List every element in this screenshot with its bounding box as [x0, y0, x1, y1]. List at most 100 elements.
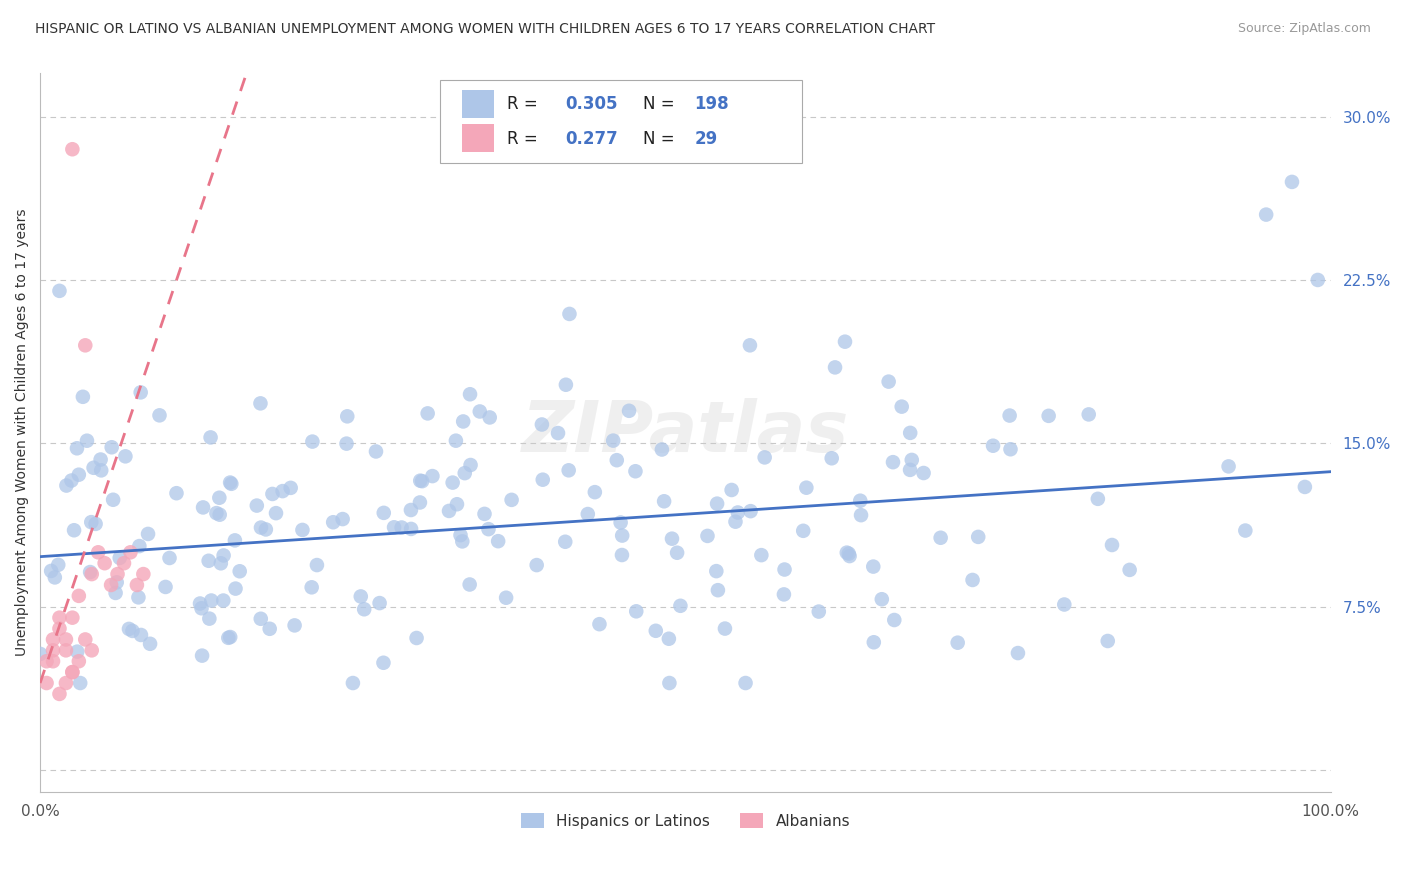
Point — [554, 377, 576, 392]
Point — [460, 458, 482, 472]
Point — [249, 612, 271, 626]
Point — [373, 656, 395, 670]
Point — [90, 452, 112, 467]
Point — [271, 484, 294, 499]
Point — [129, 628, 152, 642]
Point — [478, 410, 501, 425]
Point — [280, 481, 302, 495]
Point — [83, 460, 105, 475]
Point — [450, 528, 472, 542]
Point — [651, 442, 673, 457]
Point — [35, 654, 58, 668]
Point — [48, 622, 70, 636]
Point — [501, 492, 523, 507]
Point — [66, 442, 89, 456]
Point — [451, 534, 474, 549]
Point — [60, 474, 83, 488]
Point — [610, 548, 633, 562]
Point — [120, 545, 142, 559]
Point — [1007, 646, 1029, 660]
Point — [60, 665, 83, 680]
Point — [495, 591, 517, 605]
Point — [80, 643, 103, 657]
Point — [849, 493, 872, 508]
Point — [967, 530, 990, 544]
Point — [200, 593, 222, 607]
Point — [208, 491, 231, 505]
Point — [212, 549, 235, 563]
Point — [583, 485, 606, 500]
Point — [76, 434, 98, 448]
Point — [441, 475, 464, 490]
Point — [727, 506, 749, 520]
Point — [125, 578, 148, 592]
Point — [644, 624, 666, 638]
Point — [531, 473, 554, 487]
Point — [301, 580, 323, 594]
Point — [75, 632, 97, 647]
Point — [35, 676, 58, 690]
Point — [754, 450, 776, 465]
Point — [39, 564, 62, 578]
Point — [79, 565, 101, 579]
Text: ZIPatlas: ZIPatlas — [522, 398, 849, 467]
Point — [301, 434, 323, 449]
Point — [1218, 459, 1240, 474]
FancyBboxPatch shape — [463, 90, 495, 118]
Point — [155, 580, 177, 594]
Point — [849, 508, 872, 523]
Point — [382, 520, 405, 534]
Point — [1087, 491, 1109, 506]
Point — [669, 599, 692, 613]
Point — [212, 593, 235, 607]
Point — [246, 499, 269, 513]
Text: HISPANIC OR LATINO VS ALBANIAN UNEMPLOYMENT AMONG WOMEN WITH CHILDREN AGES 6 TO : HISPANIC OR LATINO VS ALBANIAN UNEMPLOYM… — [35, 22, 935, 37]
Point — [291, 523, 314, 537]
Point — [254, 523, 277, 537]
Point — [666, 546, 689, 560]
Point — [720, 483, 742, 497]
Point — [87, 545, 110, 559]
Point — [191, 500, 214, 515]
Point — [714, 622, 737, 636]
Point — [335, 436, 357, 450]
Point — [55, 478, 77, 492]
Y-axis label: Unemployment Among Women with Children Ages 6 to 17 years: Unemployment Among Women with Children A… — [15, 209, 30, 657]
Point — [409, 495, 432, 509]
Point — [557, 463, 579, 477]
Point — [962, 573, 984, 587]
Point — [626, 604, 648, 618]
Point — [399, 522, 422, 536]
Point — [342, 676, 364, 690]
Point — [870, 592, 893, 607]
Point — [796, 481, 818, 495]
Text: N =: N = — [643, 130, 679, 148]
Point — [221, 476, 243, 491]
Point — [217, 631, 239, 645]
Point — [264, 506, 287, 520]
Point — [468, 404, 491, 418]
Point — [107, 567, 129, 582]
Point — [624, 464, 647, 478]
Point — [219, 630, 242, 644]
Point — [437, 504, 460, 518]
Point — [740, 504, 762, 518]
Point — [477, 522, 499, 536]
Text: Source: ZipAtlas.com: Source: ZipAtlas.com — [1237, 22, 1371, 36]
FancyBboxPatch shape — [463, 124, 495, 152]
Point — [877, 375, 900, 389]
Point — [704, 564, 727, 578]
Point — [101, 492, 124, 507]
Point — [547, 425, 569, 440]
Point — [336, 409, 359, 424]
Point — [734, 676, 756, 690]
Point — [364, 444, 387, 458]
Point — [835, 546, 858, 560]
Point — [80, 515, 103, 529]
Point — [66, 645, 89, 659]
Text: R =: R = — [508, 130, 543, 148]
Point — [55, 676, 77, 690]
Point — [606, 453, 628, 467]
Point — [444, 434, 467, 448]
Point — [391, 520, 413, 534]
